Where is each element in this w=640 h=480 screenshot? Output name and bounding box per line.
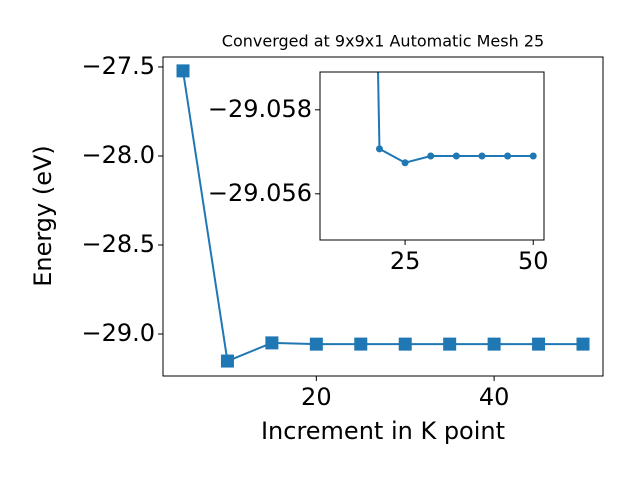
marker [576,337,590,351]
series-line [377,72,534,164]
marker [478,152,486,160]
axes-frame [162,56,604,377]
y-tick-label: −29.056 [208,179,312,207]
series-line [182,70,583,363]
y-tick-label: −27.5 [81,52,155,80]
marker [401,159,409,167]
marker [398,337,412,351]
x-tick-label: 25 [390,247,421,275]
marker [220,354,234,368]
marker [487,337,501,351]
axes-frame [319,71,545,241]
y-axis-label: Energy (eV) [29,145,57,287]
marker [176,64,190,78]
x-axis-label: Increment in K point [261,417,505,445]
marker [532,337,546,351]
y-tick-label: −28.0 [81,141,155,169]
y-tick-label: −28.5 [81,230,155,258]
marker [504,152,512,160]
marker [309,337,323,351]
marker [443,337,457,351]
marker [354,337,368,351]
marker [452,152,460,160]
x-tick-label: 20 [301,383,332,411]
y-tick-label: −29.058 [208,95,312,123]
x-tick-label: 40 [479,383,510,411]
marker [427,152,435,160]
marker [265,336,279,350]
chart-title: Converged at 9x9x1 Automatic Mesh 25 [222,32,544,51]
y-tick-label: −29.0 [81,319,155,347]
marker [529,152,537,160]
marker [375,145,383,153]
x-tick-label: 50 [518,247,549,275]
